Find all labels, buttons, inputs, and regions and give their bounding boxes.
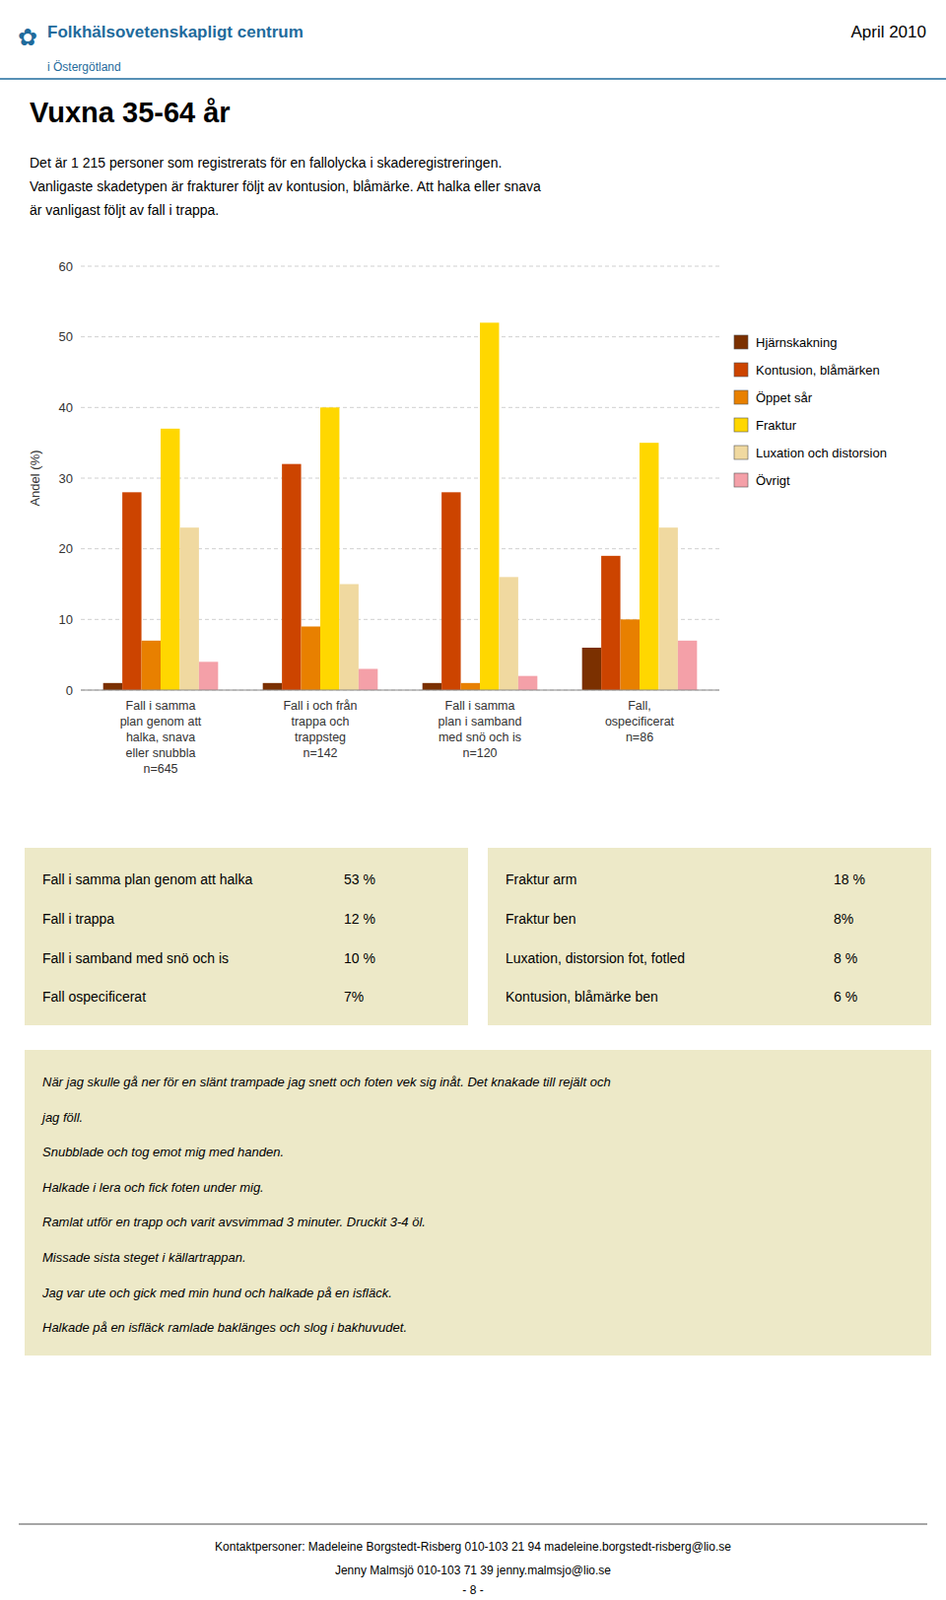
- legend-label: Kontusion, blåmärken: [755, 362, 880, 378]
- bar: [601, 555, 620, 690]
- bar: [441, 491, 461, 690]
- legend-swatch: [734, 335, 748, 349]
- y-tick-label: 60: [59, 259, 73, 274]
- stats-value: 7%: [343, 988, 364, 1005]
- logo: ✿: [17, 23, 38, 51]
- intro-text: Det är 1 215 personer som registrerats f…: [29, 154, 541, 218]
- chart: 0 10 20 30 40 50 60 Andel (%) Fall i sammaplan g…: [27, 259, 720, 777]
- bar: [358, 669, 378, 691]
- bar: [620, 618, 640, 690]
- bar: [518, 675, 538, 690]
- footer-line: Jenny Malmsjö 010-103 71 39 jenny.malmsj…: [335, 1562, 611, 1577]
- quote-line: Ramlat utför en trapp och varit avsvimma…: [42, 1214, 426, 1229]
- grid-line: [80, 336, 720, 338]
- quote-line: Snubblade och tog emot mig med handen.: [42, 1144, 284, 1159]
- background: [0, 0, 946, 1600]
- y-tick-label: 10: [59, 611, 73, 627]
- bar: [498, 576, 518, 690]
- legend-label: Fraktur: [755, 417, 798, 433]
- stats-label: Fall i trappa: [42, 910, 115, 927]
- quote-line: Halkade på en isfläck ramlade baklänges …: [42, 1319, 407, 1335]
- bar: [422, 682, 442, 690]
- x-tick-label: Fall,ospecificeratn=86: [605, 698, 676, 744]
- legend-label: Luxation och distorsion: [755, 445, 887, 461]
- bar: [199, 661, 218, 690]
- bar: [263, 682, 282, 690]
- bar: [338, 584, 358, 691]
- org-name: Folkhälsovetenskapligt centrum: [47, 22, 304, 42]
- x-tick-label: Fall i och fråntrappa ochtrappstegn=142: [282, 698, 357, 760]
- quote-line: När jag skulle gå ner för en slänt tramp…: [42, 1074, 611, 1089]
- stats-label: Fall i samma plan genom att halka: [42, 871, 253, 887]
- bar: [281, 464, 301, 690]
- stats-label: Fraktur ben: [505, 910, 577, 927]
- quote-line: jag föll.: [40, 1109, 83, 1125]
- legend-swatch: [734, 362, 748, 377]
- bar: [639, 442, 659, 690]
- bar: [479, 322, 499, 690]
- bars: [103, 322, 698, 690]
- bar: [461, 682, 480, 690]
- bar: [160, 428, 180, 690]
- legend-swatch: [734, 390, 748, 405]
- x-axis-line: [80, 689, 720, 691]
- page-title: Vuxna 35-64 år: [29, 96, 231, 129]
- y-tick-label: 20: [59, 540, 73, 556]
- y-tick-label: 0: [66, 682, 73, 698]
- y-tick-label: 30: [59, 471, 73, 486]
- grid-line: [80, 406, 720, 408]
- bar: [103, 682, 123, 690]
- grid-line: [80, 689, 720, 691]
- y-tick-label: 50: [59, 329, 73, 344]
- stats-box: [24, 847, 469, 1025]
- bar: [179, 527, 199, 690]
- bar: [582, 647, 602, 690]
- bar: [301, 626, 321, 691]
- bar: [658, 527, 677, 690]
- legend-label: Öppet sår: [755, 390, 813, 406]
- quote-box: [24, 1049, 932, 1355]
- stats-value: 53 %: [343, 871, 376, 887]
- org-sub: i Östergötland: [47, 60, 122, 74]
- legend-swatch: [734, 417, 748, 432]
- header-rule: [0, 77, 946, 80]
- bar: [677, 640, 697, 690]
- stats-value: 6 %: [833, 988, 858, 1005]
- bar: [141, 640, 161, 690]
- footer-line: Kontaktpersoner: Madeleine Borgstedt-Ris…: [214, 1539, 732, 1554]
- page-number: - 8 -: [462, 1582, 483, 1597]
- date: April 2010: [850, 22, 927, 42]
- grid-line: [80, 266, 720, 268]
- stats-value: 8 %: [833, 949, 858, 966]
- stats-label: Luxation, distorsion fot, fotled: [505, 949, 685, 966]
- stats-label: Kontusion, blåmärke ben: [505, 988, 659, 1005]
- stats-box: [487, 847, 932, 1025]
- quote-line: Jag var ute och gick med min hund och ha…: [41, 1284, 393, 1300]
- quote-line: Halkade i lera och fick foten under mig.: [42, 1179, 265, 1195]
- quote-line: Missade sista steget i källartrappan.: [42, 1249, 247, 1265]
- legend-label: Övrigt: [755, 473, 791, 488]
- stats-value: 8%: [833, 910, 854, 927]
- footer-rule: [18, 1523, 928, 1525]
- y-axis-label: Andel (%): [27, 449, 43, 506]
- stats-value: 18 %: [833, 871, 866, 887]
- legend-swatch: [734, 445, 748, 460]
- bar: [320, 406, 339, 690]
- y-tick-label: 40: [59, 400, 73, 415]
- legend-swatch: [734, 473, 748, 487]
- stats-label: Fall i samband med snö och is: [42, 949, 229, 966]
- x-tick-label: Fall i sammaplan genom atthalka, snavael…: [120, 698, 203, 776]
- stats-value: 10 %: [343, 949, 376, 966]
- x-tick-label: Fall i sammaplan i sambandmed snö och is…: [438, 698, 523, 760]
- legend-label: Hjärnskakning: [755, 335, 837, 350]
- stats-value: 12 %: [343, 910, 376, 927]
- bar: [122, 491, 141, 690]
- legend: Hjärnskakning Kontusion, blåmärken Öppet s…: [734, 335, 887, 488]
- stats-label: Fraktur arm: [505, 871, 577, 887]
- stats-label: Fall ospecificerat: [42, 988, 146, 1005]
- page: ✿ Folkhälsovetenskapligt centrum i Östergö…: [0, 0, 946, 1600]
